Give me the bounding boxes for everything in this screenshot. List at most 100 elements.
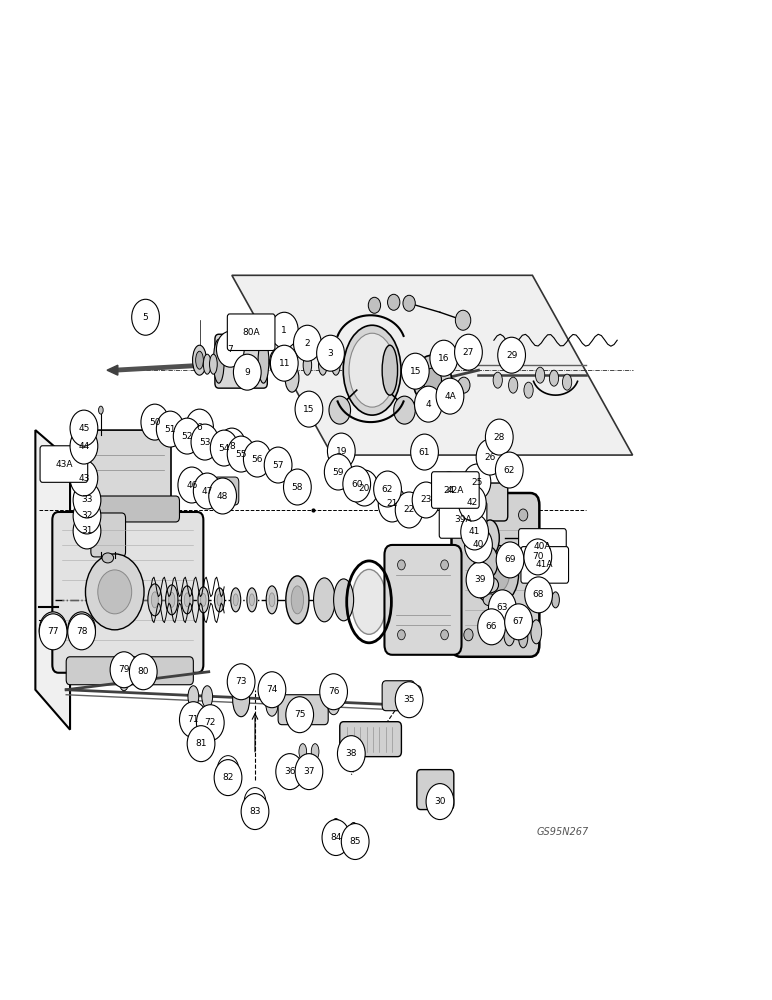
Circle shape (73, 482, 101, 518)
Circle shape (401, 353, 429, 389)
Circle shape (132, 299, 160, 335)
Circle shape (533, 535, 548, 555)
FancyBboxPatch shape (382, 681, 415, 711)
Circle shape (264, 447, 292, 483)
Text: 47: 47 (201, 487, 213, 496)
Ellipse shape (536, 367, 545, 383)
Text: 2: 2 (305, 339, 310, 348)
Ellipse shape (233, 594, 239, 606)
Ellipse shape (209, 354, 217, 374)
Circle shape (435, 472, 463, 508)
Text: 62: 62 (503, 466, 515, 475)
Ellipse shape (509, 377, 518, 393)
Text: 5: 5 (143, 313, 148, 322)
Text: 70: 70 (532, 552, 543, 561)
Text: 8: 8 (229, 442, 235, 451)
FancyBboxPatch shape (340, 722, 401, 757)
Ellipse shape (281, 351, 290, 373)
Circle shape (482, 557, 510, 593)
Text: 60: 60 (351, 480, 363, 489)
Circle shape (478, 609, 506, 645)
Circle shape (322, 820, 350, 856)
Text: 85: 85 (350, 837, 361, 846)
Circle shape (191, 424, 218, 460)
Text: 27: 27 (462, 348, 474, 357)
Ellipse shape (546, 549, 553, 571)
Circle shape (110, 652, 138, 688)
Circle shape (214, 760, 242, 796)
Text: 23: 23 (421, 495, 432, 504)
Text: 26: 26 (484, 453, 496, 462)
Ellipse shape (148, 584, 162, 616)
Text: 83: 83 (249, 807, 261, 816)
Ellipse shape (531, 620, 542, 644)
Text: 73: 73 (235, 677, 247, 686)
Ellipse shape (291, 586, 303, 614)
Ellipse shape (201, 593, 206, 606)
Text: 46: 46 (186, 481, 198, 490)
Ellipse shape (299, 744, 306, 760)
Circle shape (458, 377, 470, 393)
Text: 63: 63 (496, 603, 508, 612)
FancyBboxPatch shape (66, 657, 193, 685)
Circle shape (227, 664, 255, 700)
Text: 76: 76 (328, 687, 340, 696)
Ellipse shape (102, 553, 113, 563)
Text: 81: 81 (195, 739, 207, 748)
FancyBboxPatch shape (278, 695, 328, 725)
Ellipse shape (332, 355, 340, 375)
Text: 45: 45 (78, 424, 90, 433)
Circle shape (243, 441, 271, 477)
Circle shape (398, 560, 405, 570)
Circle shape (196, 705, 224, 741)
Ellipse shape (232, 683, 249, 717)
Text: 7: 7 (228, 345, 233, 354)
FancyBboxPatch shape (227, 314, 275, 351)
FancyBboxPatch shape (88, 430, 171, 505)
Ellipse shape (482, 547, 498, 577)
Circle shape (459, 485, 486, 521)
Text: 43A: 43A (55, 460, 73, 469)
Ellipse shape (550, 370, 559, 386)
Ellipse shape (553, 550, 559, 570)
Text: 21: 21 (387, 499, 398, 508)
Ellipse shape (311, 744, 319, 760)
Circle shape (233, 354, 261, 390)
Polygon shape (36, 430, 70, 730)
FancyBboxPatch shape (417, 770, 454, 810)
Circle shape (39, 614, 67, 650)
Text: 69: 69 (504, 555, 516, 564)
Text: 68: 68 (533, 590, 544, 599)
Circle shape (463, 464, 491, 500)
Circle shape (426, 784, 454, 820)
Text: 28: 28 (493, 433, 505, 442)
Text: 53: 53 (199, 438, 211, 447)
Ellipse shape (198, 587, 208, 613)
Circle shape (179, 702, 207, 738)
FancyBboxPatch shape (473, 483, 508, 521)
Circle shape (157, 411, 184, 447)
Circle shape (68, 614, 96, 650)
Text: GS95N267: GS95N267 (537, 827, 588, 837)
Text: 42A: 42A (447, 486, 464, 495)
Ellipse shape (188, 686, 198, 708)
Circle shape (496, 452, 523, 488)
FancyBboxPatch shape (521, 547, 568, 583)
Circle shape (461, 514, 489, 550)
Circle shape (505, 604, 533, 640)
Text: 52: 52 (181, 432, 193, 441)
Circle shape (286, 697, 313, 733)
Circle shape (270, 345, 298, 381)
Circle shape (39, 612, 67, 648)
Ellipse shape (135, 671, 144, 689)
FancyBboxPatch shape (40, 446, 88, 482)
Circle shape (190, 723, 212, 751)
Ellipse shape (247, 588, 257, 612)
Circle shape (395, 492, 423, 528)
Ellipse shape (266, 586, 278, 614)
Circle shape (395, 682, 423, 718)
Circle shape (295, 391, 323, 427)
Ellipse shape (269, 593, 275, 607)
Text: 25: 25 (471, 478, 482, 487)
Text: 44: 44 (78, 442, 90, 451)
